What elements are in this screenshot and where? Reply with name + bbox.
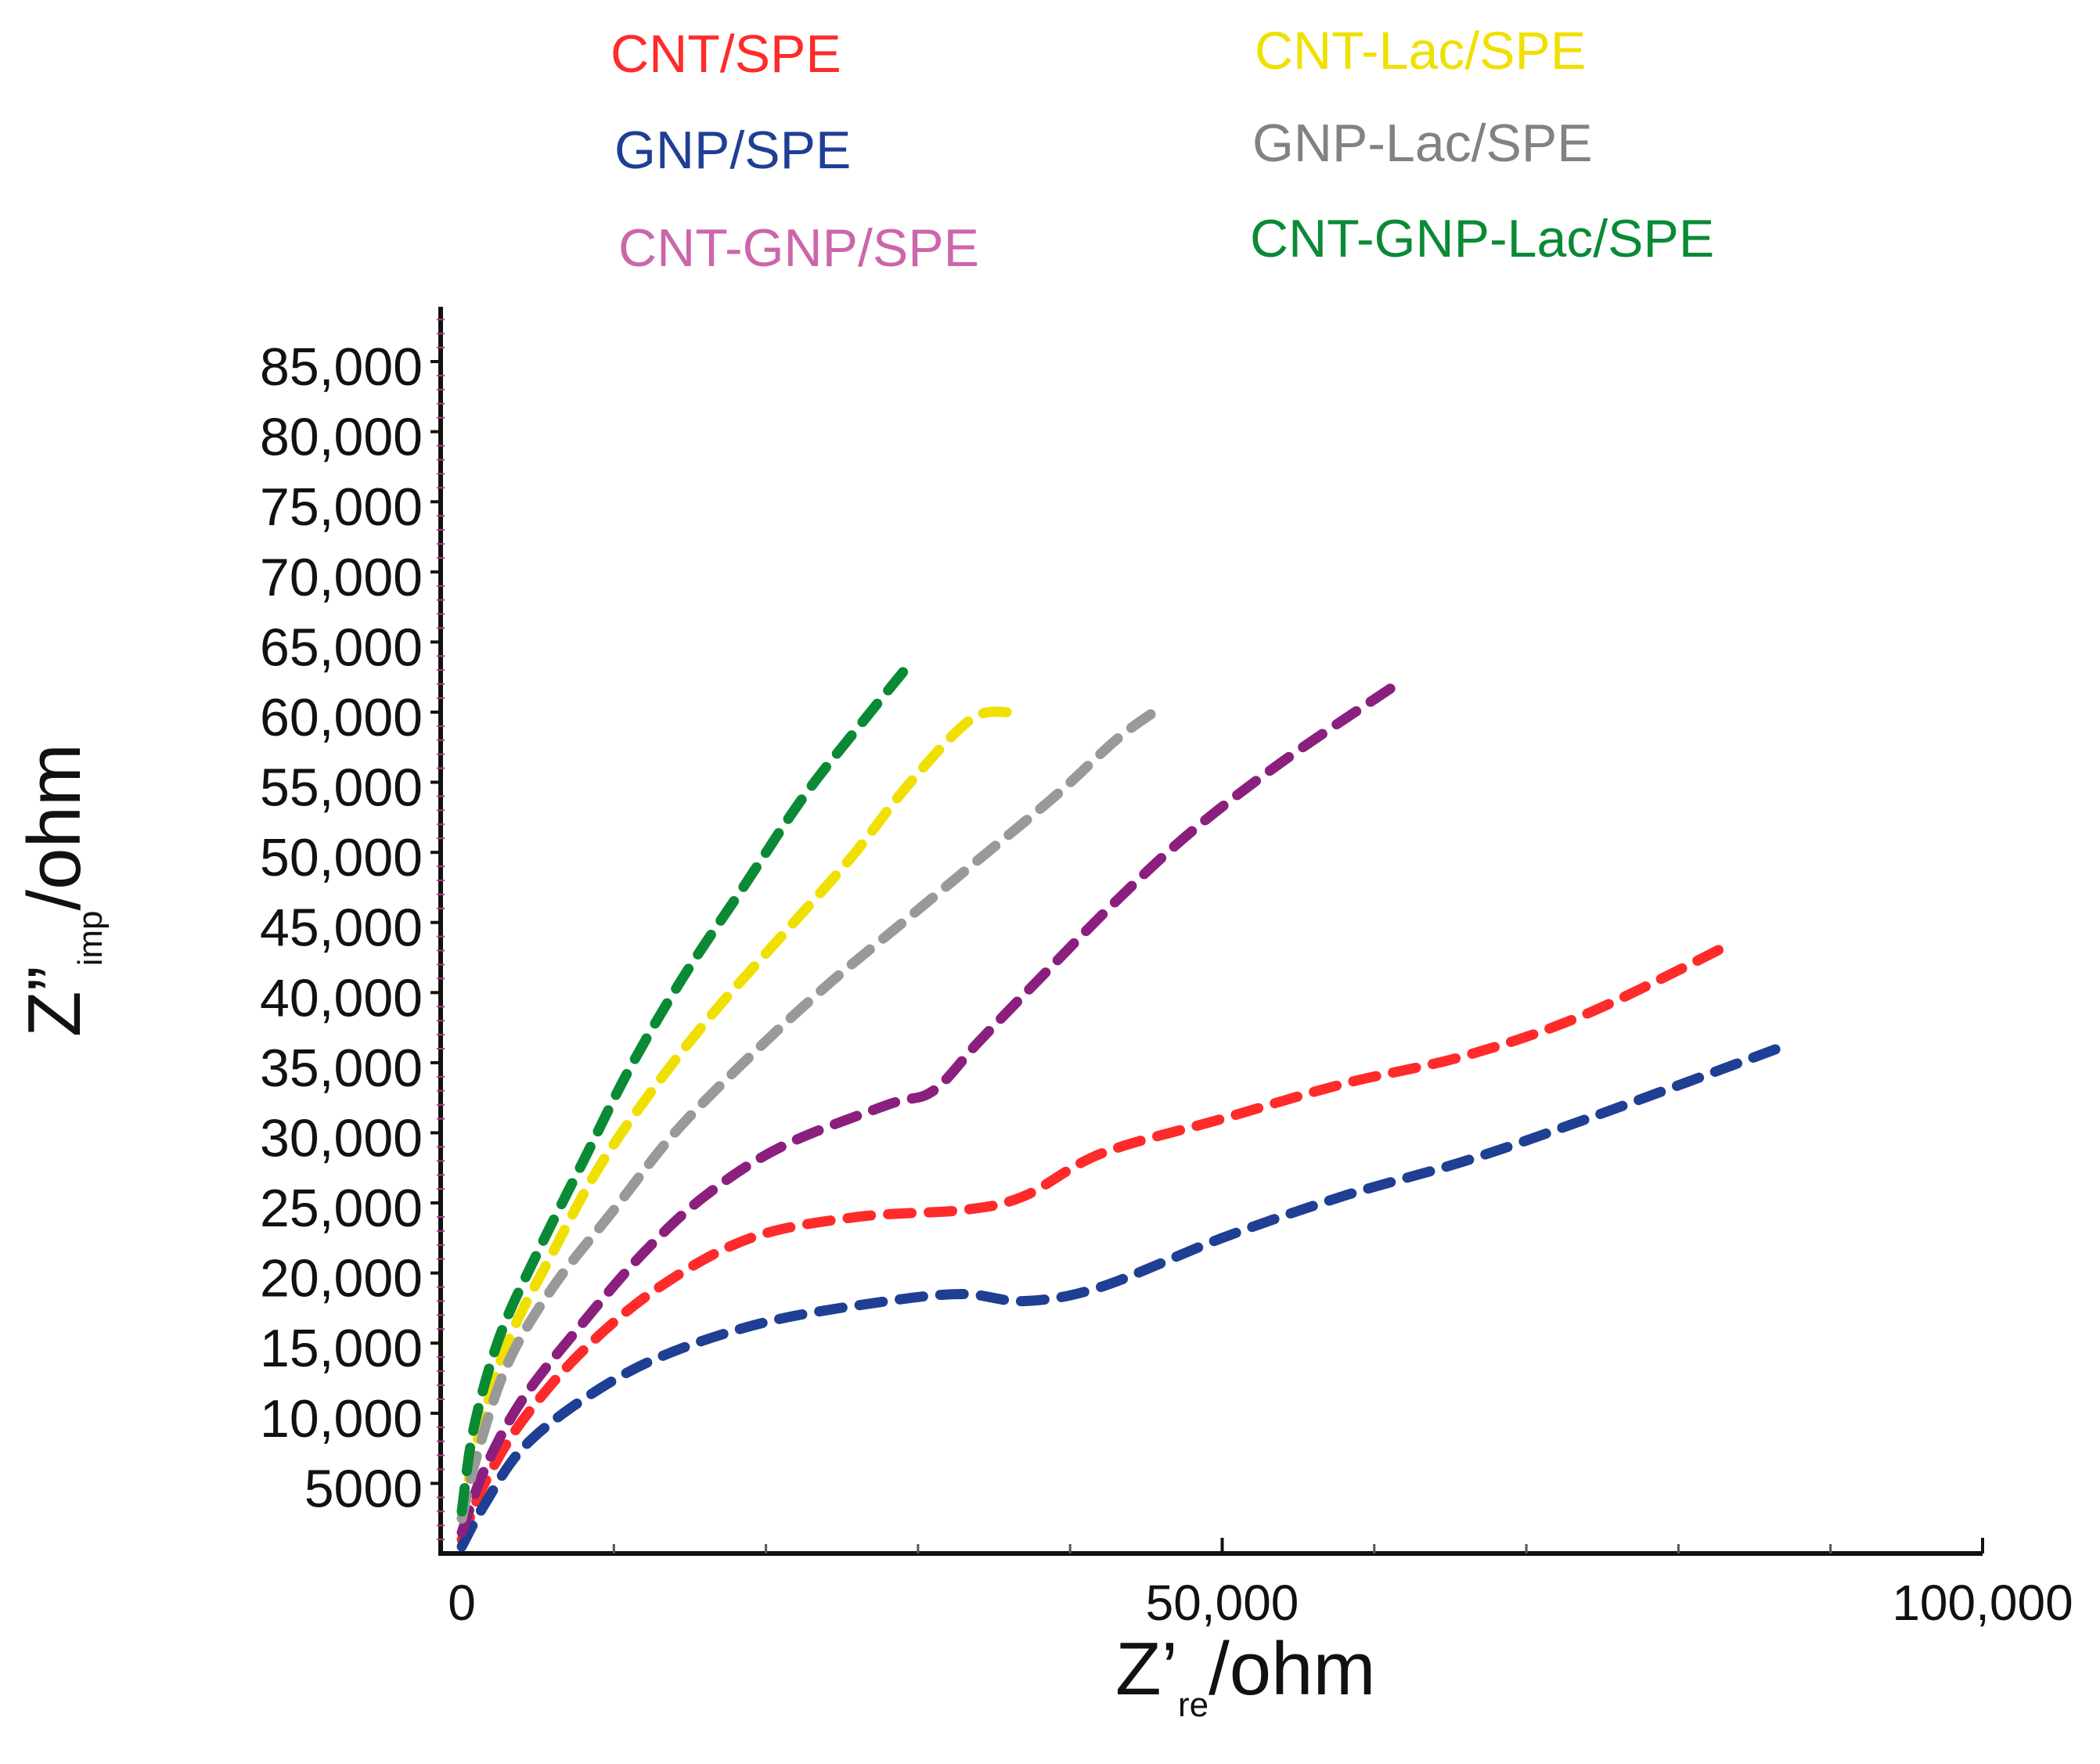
y-tick-label: 15,000 [260,1319,423,1378]
y-axis-title-unit: /ohm [13,743,96,910]
y-tick-label: 45,000 [260,898,423,958]
x-axis-title-sub: re [1178,1686,1208,1724]
series-line-cnt-gnp-spe [456,679,1403,1538]
y-tick-label: 20,000 [260,1249,423,1309]
series-layer [456,657,1783,1552]
y-tick-label: 30,000 [260,1108,423,1168]
y-axis-title-main: Z” [13,966,96,1037]
y-axis-title-sub: imp [71,910,110,966]
y-tick-label: 65,000 [260,617,423,677]
y-tick-label: 50,000 [260,828,423,887]
series-line-cnt-lac-spe [456,706,1014,1524]
legend-label-gnp-spe: GNP/SPE [614,121,851,180]
legend-label-cnt-gnp-lac-spe: CNT-GNP-Lac/SPE [1250,209,1714,268]
legend-label-cnt-gnp-spe: CNT-GNP/SPE [618,218,979,278]
x-axis-title: Z’re/ohm [1115,1627,1376,1724]
y-tick-label: 40,000 [260,968,423,1028]
y-tick-label: 35,000 [260,1039,423,1098]
legend-label-gnp-lac-spe: GNP-Lac/SPE [1252,113,1593,173]
legend: CNT/SPE GNP/SPE CNT-GNP/SPE CNT-Lac/SPE … [611,21,1714,278]
y-tick-label: 80,000 [260,408,423,467]
series-line-cnt-gnp-lac-spe [456,657,916,1517]
y-tick-label: 25,000 [260,1179,423,1238]
x-tick-label: 50,000 [1146,1575,1299,1631]
series-line-gnp-spe [456,1043,1783,1552]
x-tick-label: 0 [448,1575,476,1631]
x-axis-title-unit: /ohm [1208,1627,1375,1711]
x-axis-title-main: Z’ [1115,1627,1178,1711]
y-tick-label: 5000 [304,1459,423,1518]
y-tick-label: 70,000 [260,548,423,607]
x-tick-label: 100,000 [1892,1575,2073,1631]
legend-label-cnt-lac-spe: CNT-Lac/SPE [1255,21,1586,81]
y-tick-label: 55,000 [260,758,423,818]
y-tick-label: 60,000 [260,688,423,747]
y-tick-label: 10,000 [260,1389,423,1449]
y-ticks: 5000 10,000 15,000 20,000 25,000 30,000 35,000… [260,337,441,1518]
y-axis-title: Z”imp/ohm [13,743,110,1037]
x-minor-ticks [612,1544,1832,1553]
y-minor-ticks [437,319,445,1541]
series-line-gnp-lac-spe [456,707,1159,1524]
legend-label-cnt-spe: CNT/SPE [611,24,841,84]
series-line-cnt-spe [456,938,1737,1545]
x-ticks: 0 50,000 100,000 [448,1538,2073,1631]
y-tick-label: 85,000 [260,337,423,397]
y-tick-label: 75,000 [260,477,423,537]
